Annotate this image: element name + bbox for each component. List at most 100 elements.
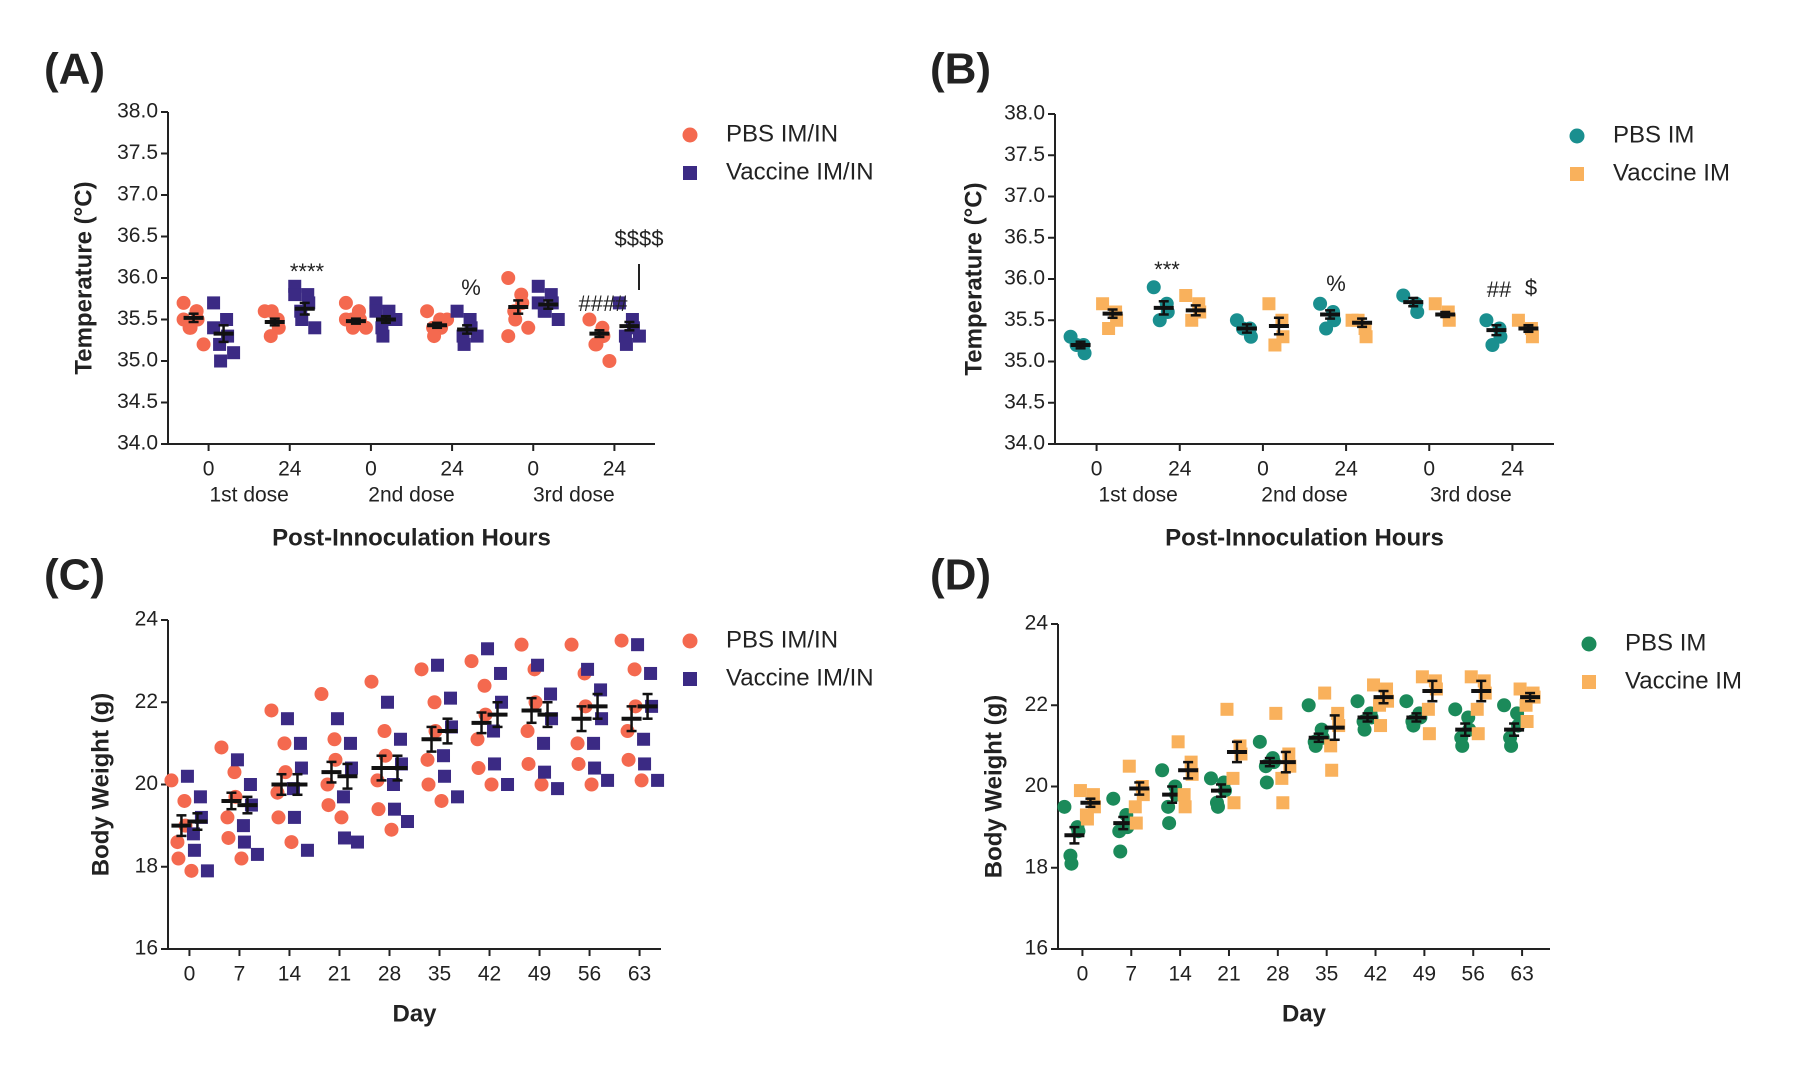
data-point — [1428, 297, 1442, 311]
data-point — [1471, 727, 1485, 741]
legend-label: PBS IM — [1613, 121, 1694, 148]
data-point — [1129, 816, 1143, 830]
data-point — [1410, 305, 1425, 319]
x-tick-label: 0 — [1091, 458, 1103, 481]
y-tick-label: 35.0 — [117, 349, 158, 372]
data-point — [1171, 735, 1185, 749]
data-point — [1497, 698, 1512, 713]
data-point — [470, 732, 485, 747]
data-point — [508, 312, 523, 327]
panel-label: (B) — [930, 45, 991, 94]
data-point — [1301, 698, 1316, 713]
data-point — [308, 321, 322, 335]
x-tick-label: 0 — [527, 458, 539, 481]
data-point — [514, 637, 529, 652]
data-point — [588, 761, 602, 775]
data-point — [327, 732, 342, 747]
data-point — [177, 793, 192, 808]
data-point — [1122, 759, 1136, 773]
data-point — [1485, 338, 1500, 352]
data-point — [1210, 799, 1225, 814]
y-tick-label: 37.5 — [1004, 143, 1045, 166]
y-tick-label: 20 — [135, 772, 158, 795]
panel-label: (A) — [44, 45, 105, 94]
legend-marker — [682, 127, 698, 143]
data-point — [551, 782, 565, 796]
data-point — [1504, 738, 1519, 753]
y-tick-label: 24 — [135, 608, 159, 631]
data-point — [1396, 288, 1411, 303]
x-tick-label: 35 — [428, 963, 451, 986]
x-group-label: 1st dose — [1098, 484, 1177, 507]
y-tick-label: 37.5 — [117, 141, 158, 164]
data-point — [171, 851, 186, 866]
data-point — [1319, 321, 1334, 336]
data-point — [602, 354, 617, 368]
data-point — [293, 736, 307, 750]
data-point — [638, 757, 652, 771]
data-point — [294, 761, 308, 775]
x-tick-label: 49 — [528, 963, 551, 986]
data-point — [1203, 771, 1218, 786]
data-point — [170, 835, 185, 850]
legend-label: PBS IM — [1625, 629, 1706, 656]
data-point — [584, 777, 599, 792]
data-point — [234, 851, 249, 866]
data-point — [207, 296, 221, 310]
y-tick-label: 16 — [135, 937, 158, 960]
data-point — [521, 756, 536, 771]
data-point — [1268, 338, 1282, 352]
data-point — [1513, 682, 1527, 696]
data-point — [343, 736, 357, 750]
x-tick-label: 0 — [1077, 963, 1089, 986]
data-point — [434, 793, 449, 808]
data-point — [1464, 670, 1478, 684]
data-point — [570, 736, 585, 751]
data-point — [237, 835, 251, 849]
legend-marker — [1570, 167, 1584, 181]
data-point — [193, 790, 207, 804]
annotation: #### — [579, 291, 629, 316]
y-tick-label: 36.0 — [117, 266, 158, 289]
data-point — [1179, 289, 1193, 302]
y-axis-label: Body Weight (g) — [980, 695, 1007, 879]
data-point — [581, 662, 595, 676]
data-point — [438, 769, 452, 783]
data-point — [227, 765, 242, 780]
x-tick-label: 28 — [378, 963, 401, 986]
data-point — [1096, 297, 1110, 311]
y-tick-label: 36.5 — [117, 224, 158, 247]
data-point — [431, 658, 445, 672]
data-point — [321, 798, 336, 813]
data-point — [1113, 844, 1128, 859]
data-point — [243, 778, 257, 791]
data-point — [444, 691, 458, 705]
y-tick-label: 37.0 — [1004, 184, 1045, 207]
data-point — [582, 312, 597, 327]
data-point — [551, 313, 565, 326]
data-point — [1325, 763, 1339, 777]
data-point — [619, 337, 633, 351]
data-point — [1262, 297, 1276, 311]
data-point — [250, 847, 264, 861]
data-point — [627, 662, 642, 677]
data-point — [481, 642, 495, 656]
data-point — [214, 354, 228, 368]
data-point — [1275, 771, 1289, 785]
x-tick-label: 0 — [1423, 458, 1435, 481]
y-tick-label: 34.5 — [1004, 390, 1045, 413]
data-point — [488, 757, 502, 771]
data-point — [176, 295, 191, 310]
data-point — [414, 662, 429, 677]
data-point — [230, 753, 244, 767]
data-point — [180, 769, 194, 783]
data-point — [1185, 313, 1199, 327]
y-tick-label: 38.0 — [1004, 102, 1045, 125]
data-point — [1106, 791, 1121, 806]
data-point — [264, 304, 279, 319]
x-group-label: 3rd dose — [533, 484, 615, 507]
legend-marker — [683, 166, 697, 180]
data-point — [214, 740, 229, 755]
data-point — [376, 329, 390, 343]
data-point — [457, 337, 471, 351]
